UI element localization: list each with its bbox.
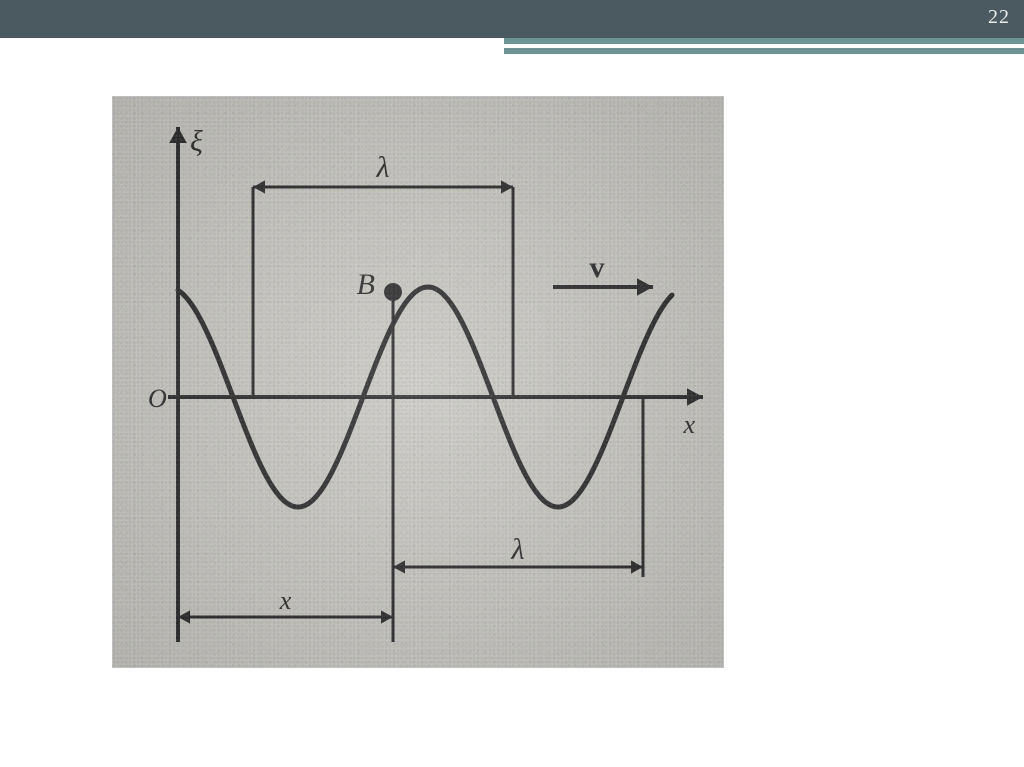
- svg-text:O: O: [148, 384, 167, 413]
- svg-text:B: B: [357, 268, 375, 301]
- svg-text:ξ: ξ: [190, 125, 203, 158]
- wave-svg: ξxOλλxBvv: [113, 97, 723, 667]
- accent-line-2: [504, 48, 1024, 54]
- accent-line-1: [504, 38, 1024, 44]
- slide: 22 ξxOλλxBvv: [0, 0, 1024, 767]
- svg-text:λ: λ: [511, 533, 525, 566]
- slide-topbar: 22: [0, 0, 1024, 38]
- page-number: 22: [988, 6, 1010, 29]
- svg-text:x: x: [279, 586, 292, 615]
- svg-text:v: v: [590, 251, 605, 284]
- wave-figure: ξxOλλxBvv: [112, 96, 724, 668]
- slide-accent: [504, 38, 1024, 58]
- svg-text:λ: λ: [376, 151, 390, 184]
- svg-text:x: x: [682, 410, 695, 439]
